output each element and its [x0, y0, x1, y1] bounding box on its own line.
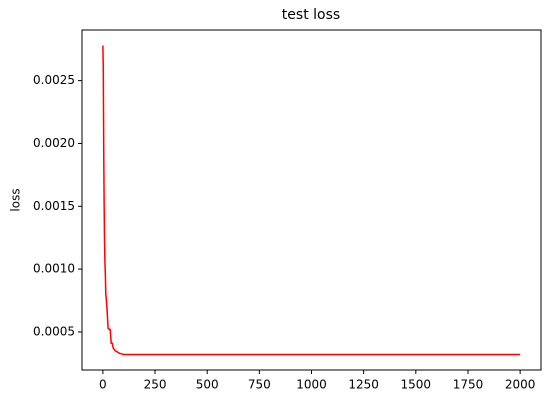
x-tick-label: 0 [99, 378, 107, 392]
y-tick-label: 0.0010 [33, 262, 75, 276]
x-tick-label: 750 [248, 378, 271, 392]
y-axis-label: loss [9, 188, 23, 211]
chart-title: test loss [282, 7, 340, 23]
x-tick-label: 1000 [296, 378, 327, 392]
x-tick-label: 1250 [348, 378, 379, 392]
y-tick-label: 0.0015 [33, 199, 75, 213]
plot-frame [81, 29, 542, 371]
x-tick-label: 1750 [453, 378, 484, 392]
y-tick-label: 0.0005 [33, 324, 75, 338]
x-tick-label: 1500 [401, 378, 432, 392]
line-series [102, 45, 521, 356]
y-tick-label: 0.0020 [33, 136, 75, 150]
y-tick-label: 0.0025 [33, 73, 75, 87]
x-tick-label: 250 [144, 378, 167, 392]
x-tick-label: 2000 [505, 378, 536, 392]
x-tick-label: 500 [196, 378, 219, 392]
